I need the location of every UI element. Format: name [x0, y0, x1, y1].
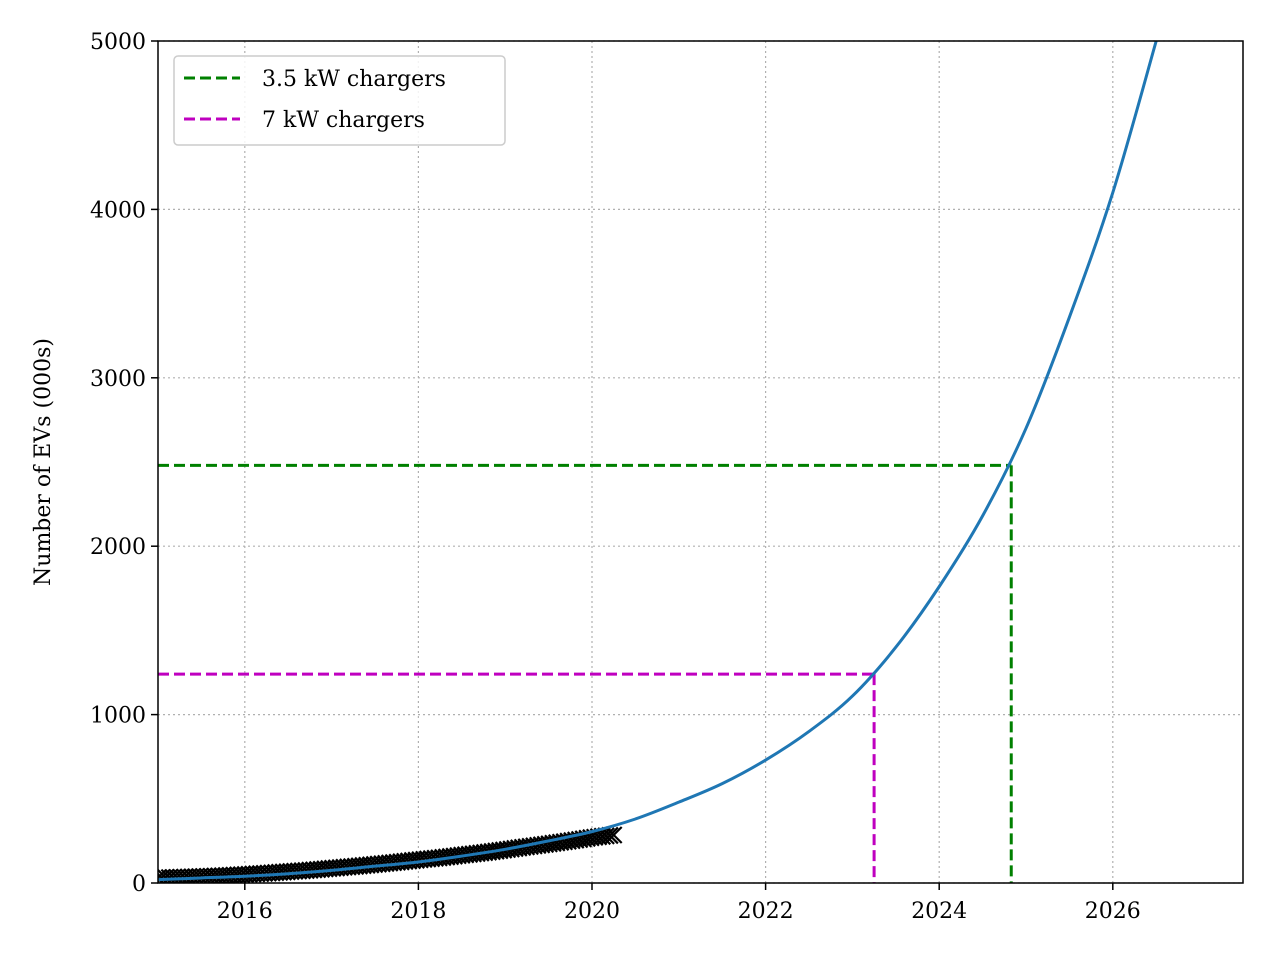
y-tick-label: 5000 — [90, 30, 146, 55]
y-tick-label: 2000 — [90, 535, 146, 560]
x-tick-label: 2026 — [1085, 899, 1141, 924]
legend-box — [173, 55, 506, 146]
x-tick-label: 2020 — [564, 899, 620, 924]
observed-point — [601, 826, 619, 845]
legend: 3.5 kW chargers 7 kW chargers — [173, 55, 506, 146]
x-tick-label: 2022 — [738, 899, 794, 924]
y-tick-label: 1000 — [90, 704, 146, 729]
fit-curve — [158, 41, 1158, 882]
x-tick-label: 2018 — [390, 899, 446, 924]
x-axis-ticks: 2016 2018 2020 2022 2024 2026 — [217, 883, 1141, 924]
charger-guide-lines — [158, 463, 1013, 883]
legend-label: 3.5 kW chargers — [262, 67, 446, 92]
y-tick-label: 4000 — [90, 198, 146, 223]
x-tick-label: 2024 — [911, 899, 967, 924]
plot-frame — [157, 40, 1244, 884]
x-tick-label: 2016 — [217, 899, 273, 924]
legend-label: 7 kW chargers — [262, 108, 425, 133]
fit-curve-group — [158, 41, 1158, 882]
y-tick-label: 0 — [132, 872, 146, 897]
y-axis-ticks: 0 1000 2000 3000 4000 5000 — [90, 30, 158, 897]
y-tick-label: 3000 — [90, 367, 146, 392]
observed-point — [604, 826, 623, 844]
y-axis-label: Number of EVs (000s) — [31, 338, 56, 586]
plot-background — [158, 41, 1243, 883]
